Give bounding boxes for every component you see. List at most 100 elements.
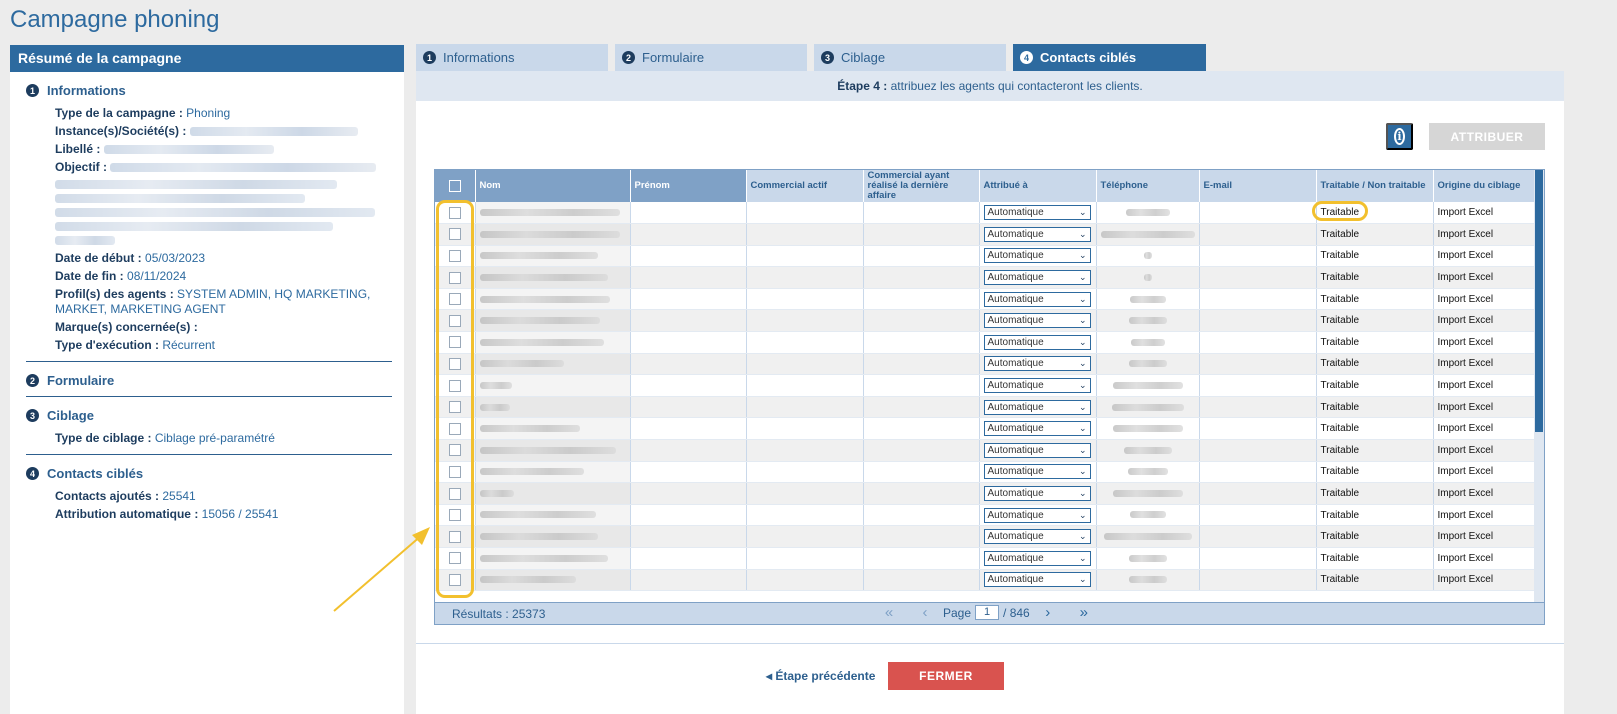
table-row[interactable]: Automatique ⌄ Traitable Import Excel <box>435 461 1539 484</box>
col-header-email[interactable]: E-mail <box>1199 170 1317 202</box>
marques: Marque(s) concernée(s) : <box>55 320 198 334</box>
table-row[interactable]: Automatique ⌄ Traitable Import Excel <box>435 374 1539 397</box>
row-checkbox[interactable] <box>448 422 461 435</box>
attribue-select[interactable]: Automatique ⌄ <box>983 356 1091 372</box>
cell-prenom <box>630 482 747 505</box>
col-header-prenom[interactable]: Prénom <box>630 170 747 202</box>
type-execution: Type d'exécution : Récurrent <box>55 338 216 352</box>
row-checkbox[interactable] <box>448 206 461 219</box>
col-header-nom[interactable]: Nom <box>475 170 631 202</box>
table-row[interactable]: Automatique ⌄ Traitable Import Excel <box>435 417 1539 441</box>
cell-commercial-actif <box>746 309 864 333</box>
attribue-select[interactable]: Automatique ⌄ <box>983 334 1091 350</box>
attribue-select[interactable]: Automatique ⌄ <box>983 507 1091 523</box>
cell-commercial-derniere <box>863 288 980 311</box>
col-header-origine[interactable]: Origine du ciblage <box>1433 170 1539 202</box>
cell-attribue: Automatique ⌄ <box>979 569 1097 592</box>
tab-label: Informations <box>443 50 515 65</box>
scroll-thumb[interactable] <box>1535 170 1543 432</box>
attribuer-button[interactable]: ATTRIBUER <box>1429 123 1545 150</box>
attribue-select[interactable]: Automatique ⌄ <box>983 270 1091 286</box>
table-row[interactable]: Automatique ⌄ Traitable Import Excel <box>435 288 1539 311</box>
table-row[interactable]: Automatique ⌄ Traitable Import Excel <box>435 202 1539 225</box>
cell-nom <box>475 353 631 376</box>
col-header-telephone[interactable]: Téléphone <box>1096 170 1200 202</box>
row-checkbox[interactable] <box>448 401 461 414</box>
section-title-ciblage[interactable]: 3 Ciblage <box>26 408 392 423</box>
tab-ciblage[interactable]: 3 Ciblage <box>814 44 1006 71</box>
contacts-grid: Nom Prénom Commercial actif Commercial a… <box>435 170 1539 592</box>
page-number-input[interactable]: 1 <box>975 605 1000 620</box>
table-row[interactable]: Automatique ⌄ Traitable Import Excel <box>435 353 1539 376</box>
row-checkbox[interactable] <box>448 573 461 586</box>
attribue-select[interactable]: Automatique ⌄ <box>983 378 1091 394</box>
attribue-select[interactable]: Automatique ⌄ <box>983 529 1091 545</box>
tab-formulaire[interactable]: 2 Formulaire <box>615 44 807 71</box>
table-row[interactable]: Automatique ⌄ Traitable Import Excel <box>435 482 1539 505</box>
cell-prenom <box>630 547 747 570</box>
tab-informations[interactable]: 1 Informations <box>416 44 608 71</box>
col-header-traitable[interactable]: Traitable / Non traitable <box>1316 170 1434 202</box>
summary-section-informations: 1 Informations Type de la campagne : Pho… <box>10 83 404 353</box>
section-title-formulaire[interactable]: 2 Formulaire <box>26 373 392 388</box>
table-row[interactable]: Automatique ⌄ Traitable Import Excel <box>435 504 1539 527</box>
row-checkbox[interactable] <box>448 336 461 349</box>
next-page-icon[interactable]: › <box>1045 604 1051 621</box>
row-checkbox[interactable] <box>448 552 461 565</box>
info-button[interactable]: i <box>1386 123 1413 150</box>
table-row[interactable]: Automatique ⌄ Traitable Import Excel <box>435 331 1539 354</box>
col-header-commercial-derniere[interactable]: Commercial ayant réalisé la dernière aff… <box>863 170 980 202</box>
row-checkbox[interactable] <box>448 487 461 500</box>
last-page-icon[interactable]: » <box>1079 604 1088 621</box>
divider <box>26 396 392 397</box>
previous-page-icon[interactable]: ‹ <box>922 604 928 621</box>
table-row[interactable]: Automatique ⌄ Traitable Import Excel <box>435 266 1539 289</box>
first-page-icon[interactable]: « <box>884 604 894 621</box>
section-title-contacts[interactable]: 4 Contacts ciblés <box>26 466 392 481</box>
row-checkbox[interactable] <box>448 357 461 370</box>
row-checkbox[interactable] <box>448 228 461 241</box>
cell-telephone <box>1096 202 1200 225</box>
attribue-select[interactable]: Automatique ⌄ <box>983 248 1091 264</box>
attribue-select[interactable]: Automatique ⌄ <box>983 421 1091 437</box>
row-checkbox[interactable] <box>448 509 461 522</box>
attribue-select[interactable]: Automatique ⌄ <box>983 486 1091 502</box>
attribue-select[interactable]: Automatique ⌄ <box>983 442 1091 458</box>
row-checkbox[interactable] <box>448 249 461 262</box>
row-checkbox[interactable] <box>448 293 461 306</box>
previous-step-link[interactable]: ◂ Étape précédente <box>766 669 875 683</box>
row-checkbox[interactable] <box>448 465 461 478</box>
attribue-select[interactable]: Automatique ⌄ <box>983 205 1091 221</box>
attribue-select[interactable]: Automatique ⌄ <box>983 313 1091 329</box>
table-row[interactable]: Automatique ⌄ Traitable Import Excel <box>435 547 1539 570</box>
select-all-checkbox[interactable] <box>448 180 461 192</box>
cell-email <box>1199 482 1317 505</box>
table-row[interactable]: Automatique ⌄ Traitable Import Excel <box>435 245 1539 268</box>
attribue-select[interactable]: Automatique ⌄ <box>983 572 1091 588</box>
col-header-attribue[interactable]: Attribué à <box>979 170 1097 202</box>
vertical-scrollbar[interactable] <box>1534 170 1544 624</box>
section-title-informations[interactable]: 1 Informations <box>26 83 392 98</box>
cell-traitable: Traitable <box>1316 417 1434 441</box>
table-row[interactable]: Automatique ⌄ Traitable Import Excel <box>435 439 1539 462</box>
attribue-select[interactable]: Automatique ⌄ <box>983 550 1091 566</box>
table-row[interactable]: Automatique ⌄ Traitable Import Excel <box>435 525 1539 548</box>
table-row[interactable]: Automatique ⌄ Traitable Import Excel <box>435 396 1539 419</box>
attribue-select[interactable]: Automatique ⌄ <box>983 291 1091 307</box>
table-row[interactable]: Automatique ⌄ Traitable Import Excel <box>435 569 1539 592</box>
col-header-commercial-actif[interactable]: Commercial actif <box>746 170 864 202</box>
row-checkbox[interactable] <box>448 379 461 392</box>
cell-origine: Import Excel <box>1433 266 1539 289</box>
row-checkbox[interactable] <box>448 444 461 457</box>
cell-traitable: Traitable <box>1316 266 1434 289</box>
attribue-select[interactable]: Automatique ⌄ <box>983 464 1091 480</box>
table-row[interactable]: Automatique ⌄ Traitable Import Excel <box>435 223 1539 246</box>
close-button[interactable]: FERMER <box>888 662 1004 690</box>
row-checkbox[interactable] <box>448 314 461 327</box>
attribue-select[interactable]: Automatique ⌄ <box>983 399 1091 415</box>
tab-contacts-cibles[interactable]: 4 Contacts ciblés <box>1013 44 1206 71</box>
row-checkbox[interactable] <box>448 530 461 543</box>
row-checkbox[interactable] <box>448 271 461 284</box>
table-row[interactable]: Automatique ⌄ Traitable Import Excel <box>435 309 1539 333</box>
attribue-select[interactable]: Automatique ⌄ <box>983 226 1091 242</box>
